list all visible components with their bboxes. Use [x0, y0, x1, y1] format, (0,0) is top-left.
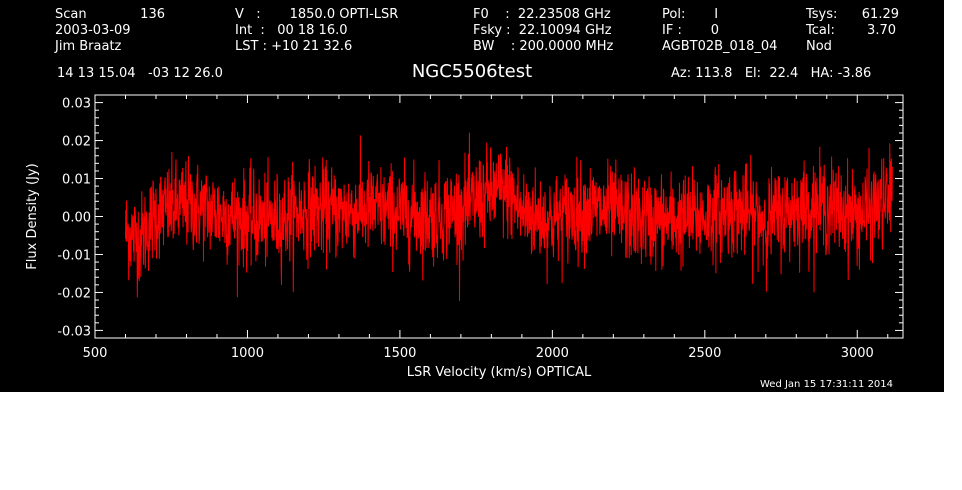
tsys-value: 61.29: [861, 7, 899, 22]
y-tick-label: -0.02: [57, 286, 91, 301]
rest-frequency-field: F0 : 22.23508 GHz: [473, 7, 611, 22]
source-coordinates: 14 13 15.04 -03 12 26.0: [57, 66, 223, 81]
velocity-field: V : 1850.0 OPTI-LSR: [235, 7, 399, 22]
tcal-value: 3.70: [867, 23, 896, 38]
bandwidth-field: BW : 200.0000 MHz: [473, 39, 614, 54]
scan-label: Scan: [55, 7, 87, 22]
switching-mode: Nod: [806, 39, 832, 54]
integration-field: Int : 00 18 16.0: [235, 23, 348, 38]
project-id: AGBT02B_018_04: [662, 39, 778, 54]
scan-number: 136: [140, 7, 165, 22]
chart-title: NGC5506test: [411, 61, 533, 82]
tcal-label: Tcal:: [806, 23, 835, 38]
y-tick-label: 0.03: [62, 97, 91, 112]
spectrum-chart: 500 1000 1500 2000 2500 3000 -0.03 -0.02 -0.01 0…: [25, 94, 904, 380]
x-tick-label: 2000: [536, 346, 569, 361]
x-axis-label: LSR Velocity (km/s) OPTICAL: [407, 365, 592, 380]
obs-date: 2003-03-09: [55, 23, 131, 38]
y-tick-label: 0.02: [62, 135, 91, 150]
plot-panel: Scan 136 2003-03-09 Jim Braatz V : 1850.…: [0, 0, 944, 392]
y-axis: -0.03 -0.02 -0.01 0.00 0.01 0.02 0.03: [57, 94, 903, 339]
plot-timestamp: Wed Jan 15 17:31:11 2014: [760, 379, 894, 390]
observer-name: Jim Braatz: [55, 39, 122, 54]
y-tick-label: 0.01: [62, 173, 91, 188]
x-tick-label: 500: [83, 346, 108, 361]
x-tick-label: 2500: [688, 346, 721, 361]
y-tick-label: -0.01: [57, 248, 91, 263]
y-tick-label: -0.03: [57, 324, 91, 339]
pointing-info: Az: 113.8 El: 22.4 HA: -3.86: [671, 66, 872, 81]
sky-frequency-field: Fsky : 22.10094 GHz: [473, 23, 612, 38]
if-field: IF : 0: [662, 23, 720, 38]
x-axis: 500 1000 1500 2000 2500 3000: [83, 95, 889, 361]
y-tick-label: 0.00: [62, 211, 91, 226]
lst-field: LST : +10 21 32.6: [235, 39, 353, 54]
x-tick-label: 1500: [383, 346, 416, 361]
polarization-field: Pol: I: [662, 7, 719, 22]
x-tick-label: 3000: [841, 346, 874, 361]
y-axis-label: Flux Density (Jy): [25, 163, 40, 269]
x-tick-label: 1000: [231, 346, 264, 361]
tsys-label: Tsys:: [806, 7, 838, 22]
spectrum-series: [124, 132, 893, 301]
